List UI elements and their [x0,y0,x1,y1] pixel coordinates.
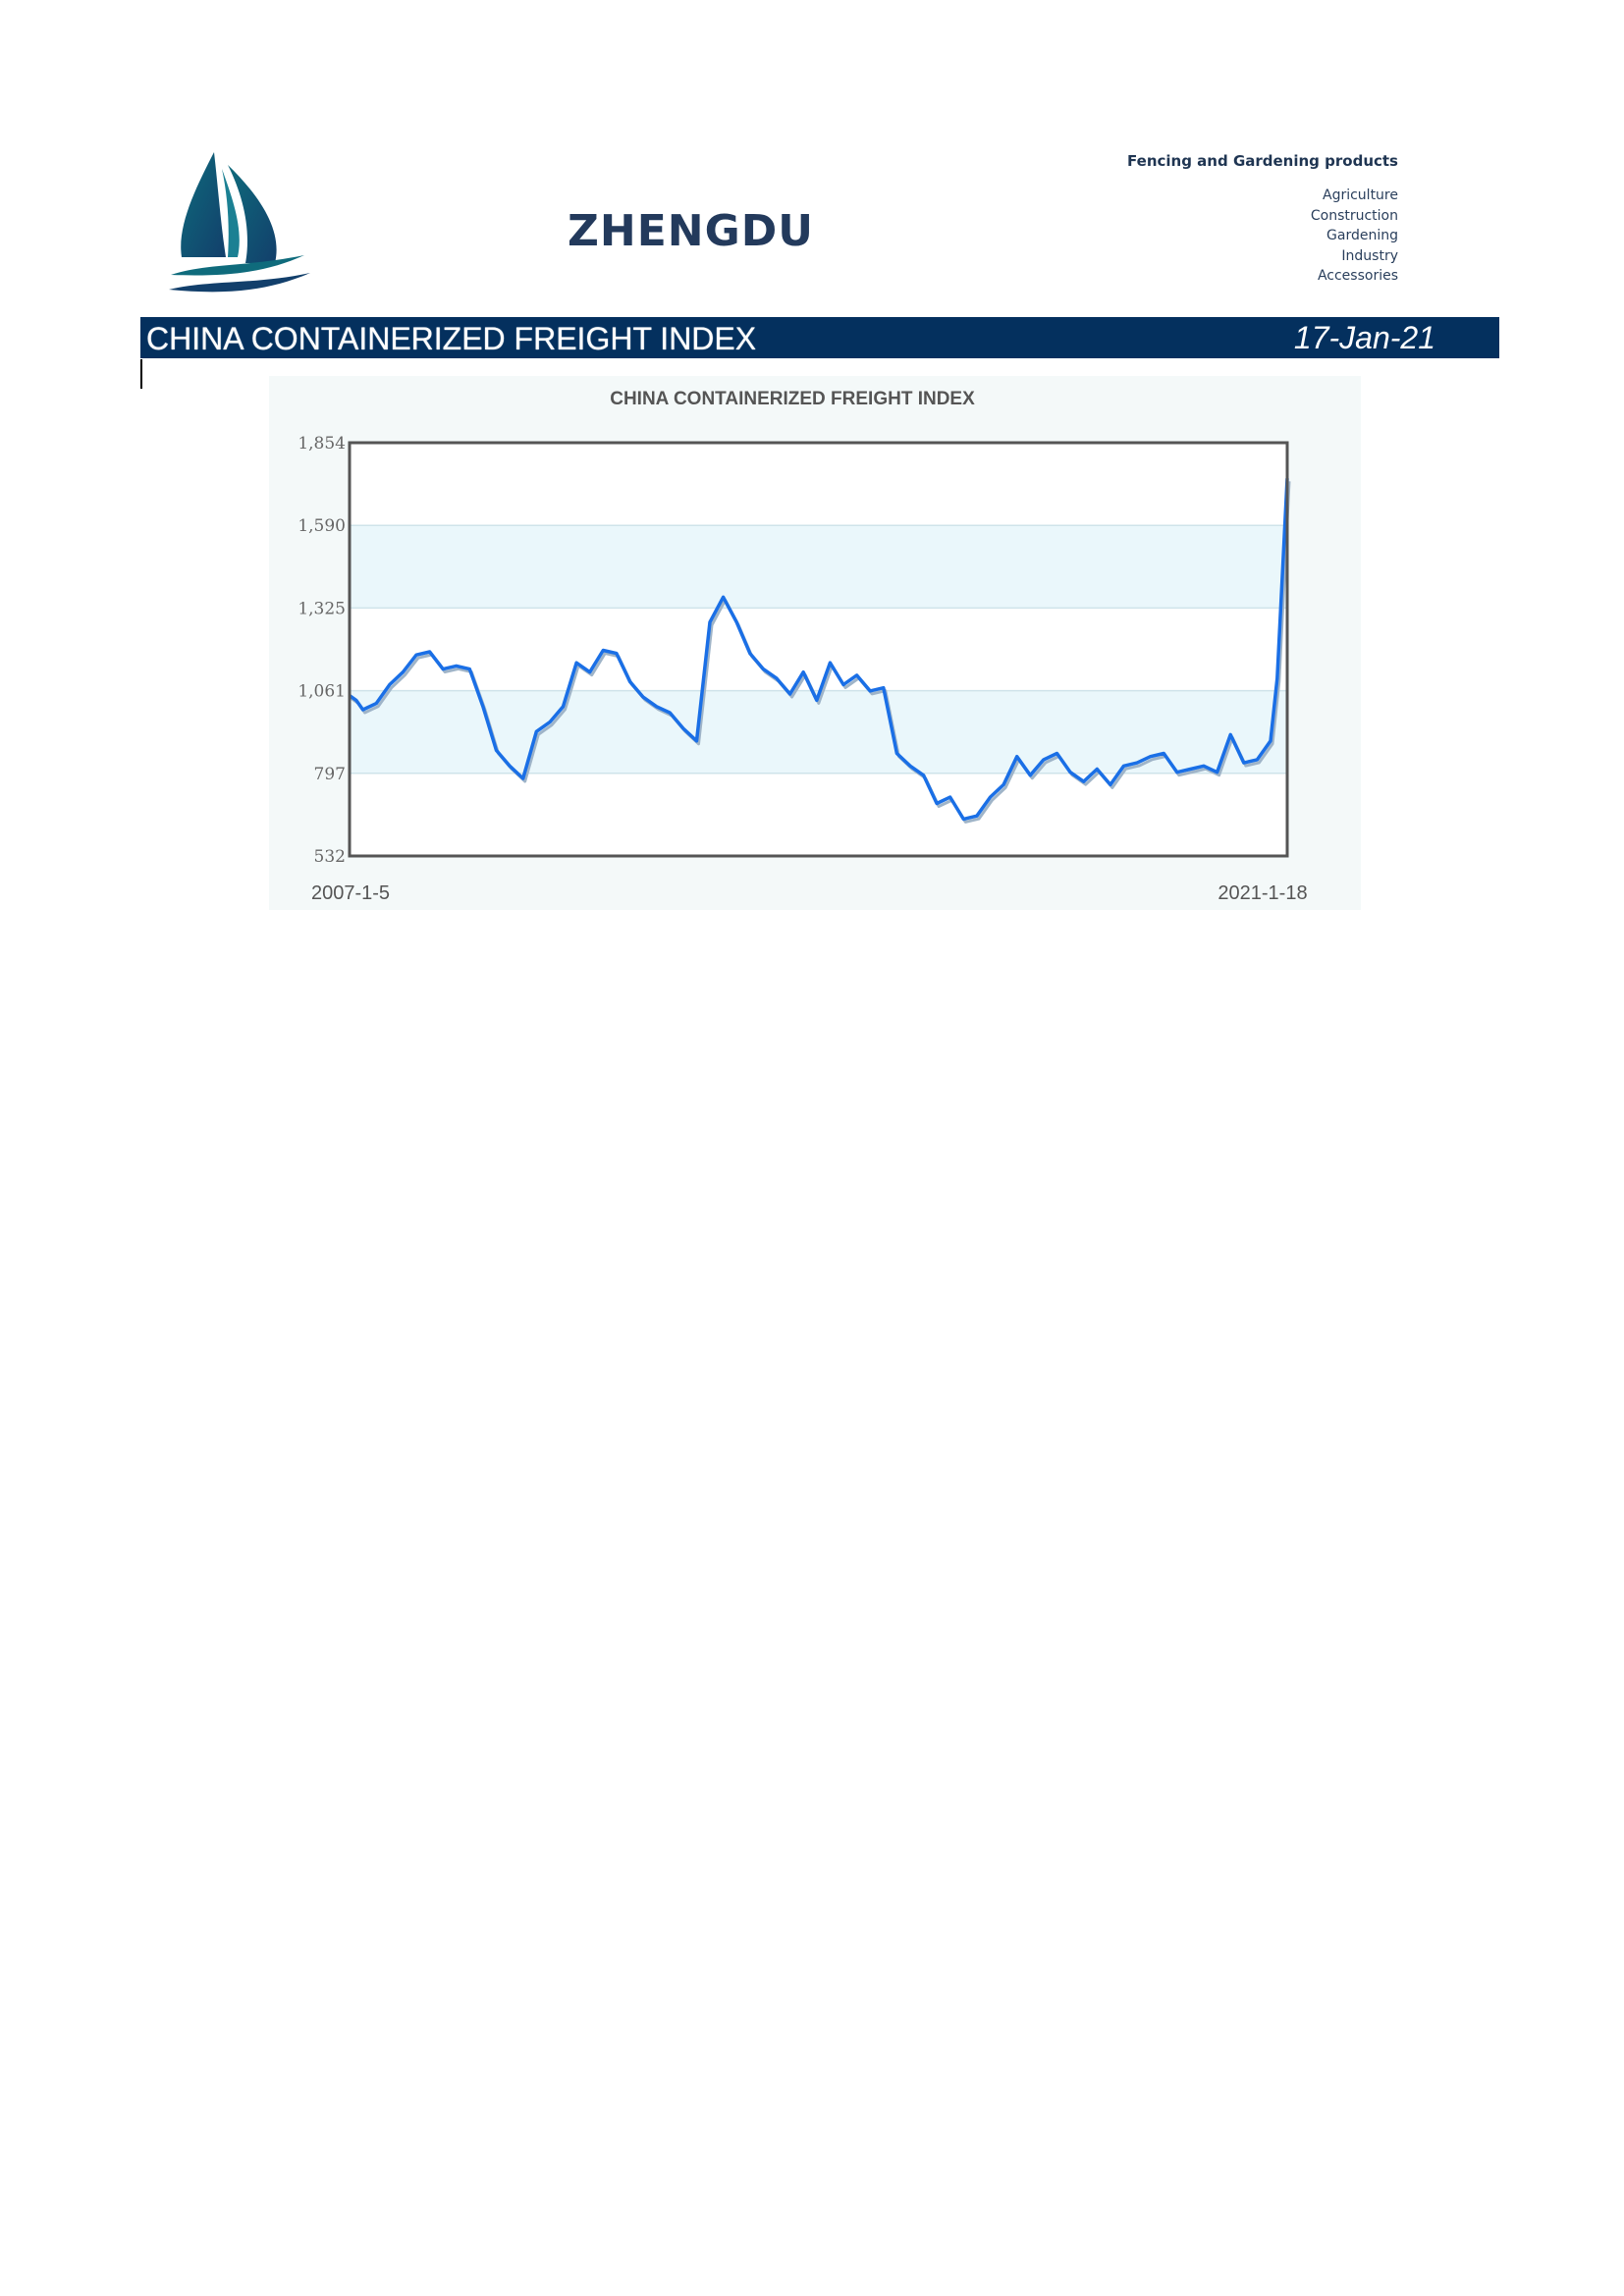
brand-name: ZHENGDU [568,206,814,256]
y-tick-label: 1,061 [298,682,346,702]
grid-band [350,525,1287,609]
x-end-label: 2021-1-18 [1218,882,1307,904]
text-cursor [140,359,142,389]
x-start-label: 2007-1-5 [311,882,390,904]
product-item-construction: Construction [1310,207,1398,224]
y-tick-label: 532 [314,847,346,867]
y-tick-label: 797 [314,765,346,784]
product-item-industry: Industry [1341,247,1398,264]
zhengdu-logo [167,147,314,304]
banner-date: 17-Jan-21 [1293,320,1435,355]
plot-background [350,443,1287,856]
y-tick-label: 1,590 [298,516,346,536]
y-tick-label: 1,854 [298,434,346,454]
chart-title: CHINA CONTAINERIZED FREIGHT INDEX [610,389,975,409]
y-tick-label: 1,325 [298,599,346,618]
chart-svg: CHINA CONTAINERIZED FREIGHT INDEX 1,8541… [269,376,1361,910]
sailboat-icon [169,152,310,293]
product-item-agriculture: Agriculture [1323,187,1398,203]
title-banner: CHINA CONTAINERIZED FREIGHT INDEX 17-Jan… [140,317,1499,358]
products-heading: Fencing and Gardening products [1127,152,1398,170]
banner-title: CHINA CONTAINERIZED FREIGHT INDEX [146,321,757,356]
series-line [348,478,1289,822]
plot-area: 1,854 1,590 1,325 1,061 797 532 [298,434,1291,867]
product-categories: Fencing and Gardening products Agricultu… [1127,152,1398,287]
product-item-gardening: Gardening [1326,228,1398,243]
freight-index-chart: CHINA CONTAINERIZED FREIGHT INDEX 1,854 1… [269,376,1361,910]
product-item-accessories: Accessories [1317,268,1398,284]
plot-frame [348,441,1289,858]
